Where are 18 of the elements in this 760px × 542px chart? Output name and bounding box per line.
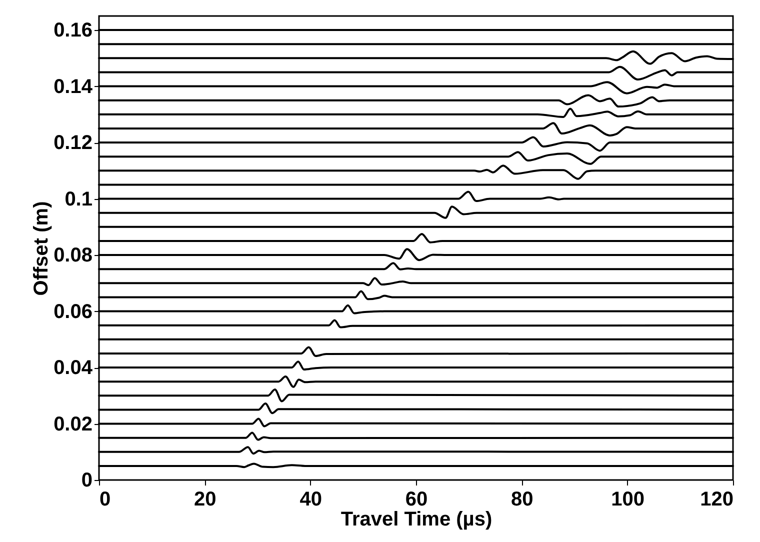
x-tick-label: 100 [611,488,645,510]
x-tick-label: 120 [700,488,734,510]
x-axis-title: Travel Time (µs) [340,508,492,530]
y-axis-title: Offset (m) [30,201,53,296]
y-tick-label: 0 [81,470,92,492]
y-tick-label: 0.06 [54,300,92,323]
y-tick-label: 0.08 [54,244,92,267]
y-tick-label: 0.16 [54,20,92,42]
y-tick-label: 0.14 [54,76,94,98]
x-tick-label: 40 [300,488,322,510]
x-tick-label: 20 [194,488,216,510]
x-tick-label: 60 [405,488,428,510]
y-tick-label: 0.12 [54,132,92,154]
x-tick-label: 80 [511,488,534,510]
y-tick-label: 0.04 [54,357,94,380]
y-tick-label: 0.1 [64,188,92,210]
x-tick-label: 0 [100,488,111,510]
y-tick-label: 0.02 [54,413,92,436]
